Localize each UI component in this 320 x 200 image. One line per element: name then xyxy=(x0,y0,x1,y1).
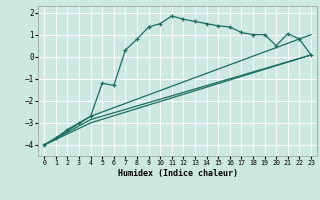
X-axis label: Humidex (Indice chaleur): Humidex (Indice chaleur) xyxy=(118,169,238,178)
